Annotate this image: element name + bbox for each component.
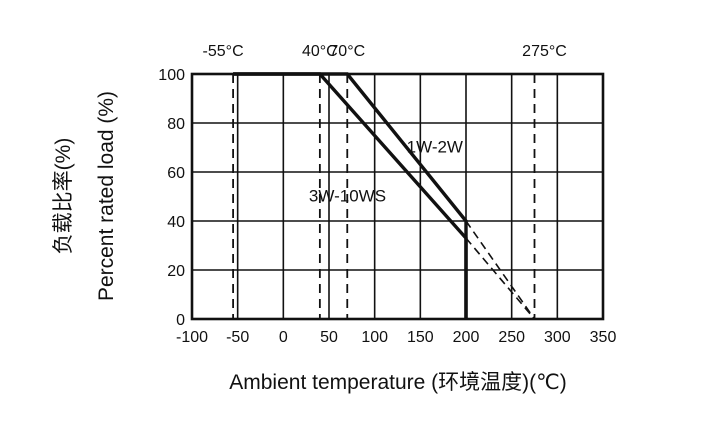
x-tick-label: -100 (176, 329, 208, 346)
plot-frame (192, 74, 603, 319)
series-label-1w-2w: 1W-2W (407, 137, 463, 156)
reference-label: 275°C (522, 43, 567, 60)
x-tick-label: 0 (279, 329, 288, 346)
x-tick-label: 150 (407, 329, 434, 346)
y-tick-label: 40 (167, 214, 185, 231)
y-tick-label: 80 (167, 116, 185, 133)
x-tick-label: 50 (320, 329, 338, 346)
series-extension-line (466, 238, 535, 319)
reference-label: 70°C (329, 43, 365, 60)
x-tick-label: -50 (226, 329, 249, 346)
y-axis-title: Percent rated load (%) (95, 91, 118, 301)
x-tick-label: 300 (544, 329, 571, 346)
x-tick-label: 250 (498, 329, 525, 346)
reference-label: -55°C (203, 43, 244, 60)
y-tick-labels: 0 20 40 60 80 100 (158, 67, 185, 329)
x-tick-label: 100 (361, 329, 388, 346)
x-tick-label: 350 (590, 329, 617, 346)
y-axis-title-cn: 负载比率(%) (52, 138, 75, 255)
y-tick-label: 20 (167, 263, 185, 280)
reference-labels: -55°C 40°C70°C 275°C (203, 43, 567, 60)
x-axis-title: Ambient temperature (环境温度)(℃) (229, 371, 567, 394)
series-label-3w-10ws: 3W-10WS (309, 186, 386, 205)
y-tick-label: 60 (167, 165, 185, 182)
y-tick-label: 0 (176, 312, 185, 329)
x-tick-label: 200 (453, 329, 480, 346)
y-tick-label: 100 (158, 67, 185, 84)
grid (192, 74, 603, 319)
x-tick-labels: -100 -50 0 50 100 150 200 250 300 350 (176, 329, 616, 346)
